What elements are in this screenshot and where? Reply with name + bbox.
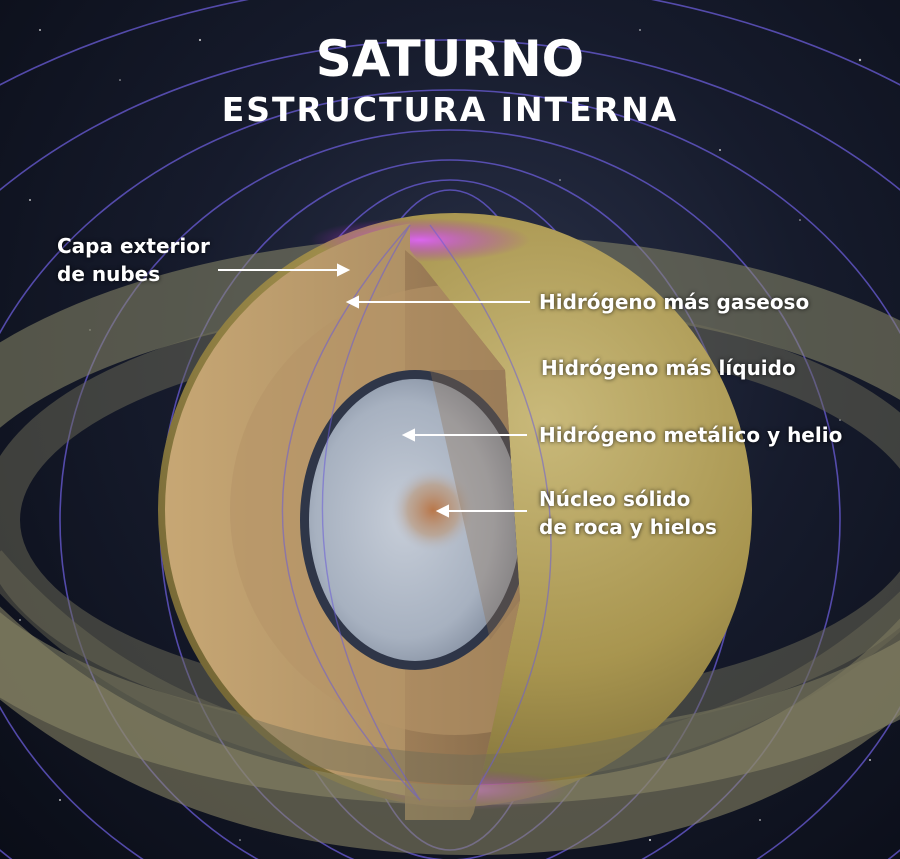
rings-front xyxy=(0,550,900,856)
label-metallic-hydrogen: Hidrógeno metálico y helio xyxy=(539,423,843,447)
label-outer-clouds-line2: de nubes xyxy=(57,262,161,286)
cutaway xyxy=(165,220,520,820)
label-liquid-hydrogen: Hidrógeno más líquido xyxy=(541,356,796,380)
label-core-line2: de roca y hielos xyxy=(539,515,717,539)
magnetic-field-lines-front xyxy=(281,224,552,801)
pointer-arrows xyxy=(218,263,530,518)
diagram-title: SATURNO xyxy=(315,30,585,88)
label-outer-clouds: Capa exterior de nubes xyxy=(57,232,210,288)
label-outer-clouds-line1: Capa exterior xyxy=(57,234,210,258)
label-gaseous-hydrogen: Hidrógeno más gaseoso xyxy=(539,290,810,314)
diagram-subtitle: ESTRUCTURA INTERNA xyxy=(221,90,679,129)
label-core: Núcleo sólido de roca y hielos xyxy=(539,485,717,541)
label-core-line1: Núcleo sólido xyxy=(539,487,691,511)
core-sphere xyxy=(391,468,475,552)
